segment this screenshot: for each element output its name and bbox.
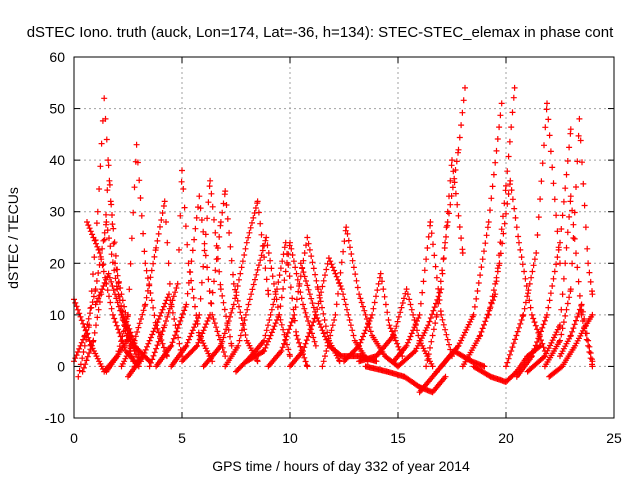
plus-markers — [362, 363, 449, 396]
plus-markers — [103, 141, 170, 375]
series-32 — [503, 100, 563, 370]
plus-markers — [546, 311, 596, 380]
plus-markers — [118, 198, 175, 370]
plus-markers — [200, 198, 272, 370]
y-tick-label: 10 — [49, 307, 65, 323]
y-tick-label: -10 — [45, 410, 65, 426]
series-9 — [146, 167, 216, 370]
x-tick-label: 5 — [178, 430, 186, 446]
series-13 — [200, 198, 272, 370]
y-axis-label: dSTEC / TECUs — [5, 187, 21, 289]
series-28 — [438, 100, 505, 370]
series-37 — [557, 301, 596, 365]
series-34 — [524, 193, 596, 375]
plus-markers — [557, 301, 596, 365]
series-7 — [118, 198, 175, 370]
series-19 — [297, 260, 380, 365]
plus-markers — [524, 193, 596, 375]
series-36 — [546, 311, 596, 380]
plus-markers — [297, 260, 380, 365]
plus-markers — [179, 188, 261, 365]
ticks: 0 5 10 15 20 25 -10 0 10 20 30 40 50 60 — [45, 49, 622, 446]
y-tick-label: 40 — [49, 152, 65, 168]
x-tick-label: 0 — [70, 430, 78, 446]
plus-markers — [243, 239, 319, 365]
plus-markers — [438, 100, 505, 370]
x-tick-label: 10 — [282, 430, 298, 446]
plus-markers — [168, 177, 235, 370]
series-16 — [243, 239, 319, 365]
series-6 — [103, 141, 170, 375]
plus-markers — [541, 115, 596, 370]
plus-markers — [341, 270, 406, 365]
y-tick-label: 50 — [49, 101, 65, 117]
plot-frame — [73, 56, 615, 419]
plus-markers — [84, 219, 142, 370]
y-tick-label: 0 — [57, 358, 65, 374]
series-11 — [168, 177, 235, 370]
grid — [74, 57, 614, 418]
plus-markers — [513, 126, 574, 380]
plus-markers — [287, 255, 371, 370]
plus-markers — [390, 219, 455, 365]
series-24 — [390, 219, 455, 365]
series-12 — [179, 188, 261, 365]
x-tick-label: 20 — [498, 430, 514, 446]
plus-markers — [503, 100, 563, 370]
y-tick-label: 30 — [49, 204, 65, 220]
series-21 — [341, 270, 406, 365]
chart-title: dSTEC Iono. truth (auck, Lon=174, Lat=-3… — [27, 24, 614, 41]
series-18 — [287, 255, 371, 370]
x-axis-label: GPS time / hours of day 332 of year 2014 — [212, 458, 470, 474]
series-23 — [362, 363, 449, 396]
series-35 — [541, 115, 596, 370]
x-tick-label: 15 — [390, 430, 406, 446]
plus-markers — [146, 167, 216, 370]
series-33 — [513, 126, 574, 380]
series-4 — [84, 219, 142, 370]
plus-markers — [423, 84, 468, 370]
x-tick-label: 25 — [606, 430, 622, 446]
y-tick-label: 20 — [49, 255, 65, 271]
data-points — [71, 84, 596, 396]
y-tick-label: 60 — [49, 49, 65, 65]
series-26 — [423, 84, 468, 370]
